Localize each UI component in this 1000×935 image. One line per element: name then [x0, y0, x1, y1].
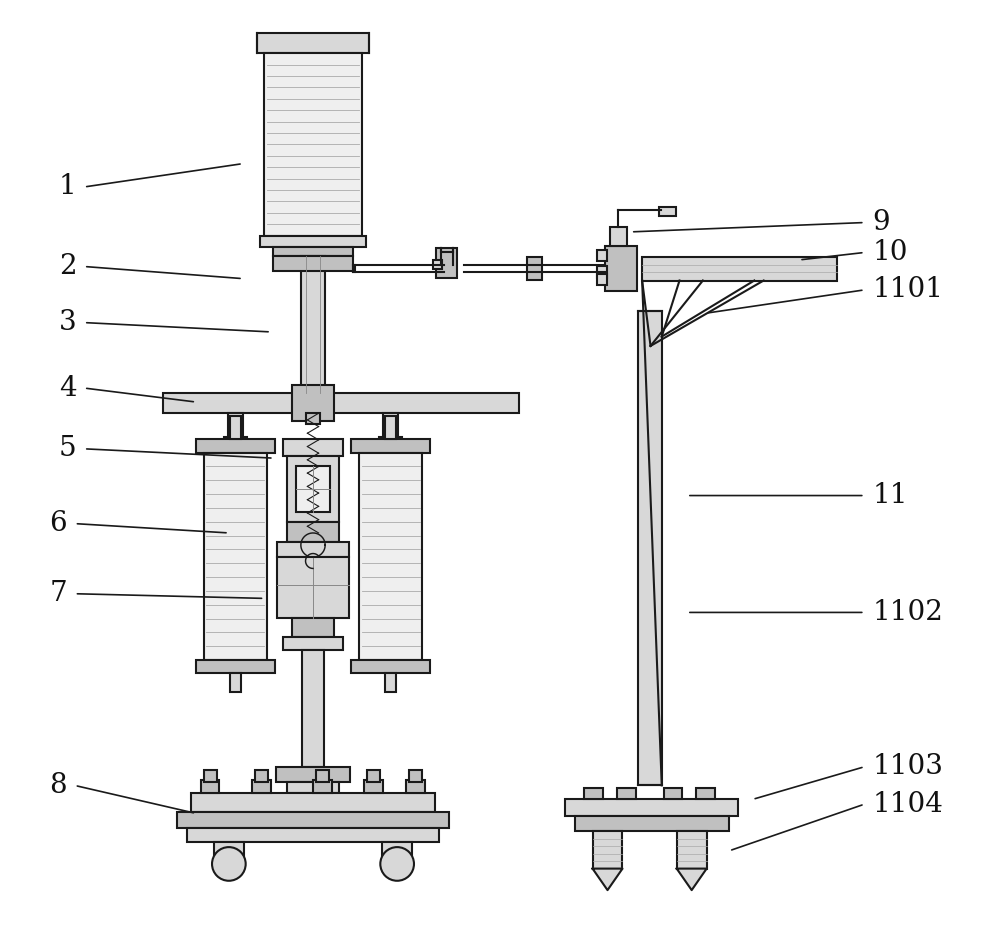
- Bar: [292, 385, 334, 421]
- Bar: [367, 770, 380, 782]
- Text: 1: 1: [59, 174, 76, 200]
- Bar: [353, 265, 355, 272]
- Bar: [287, 522, 339, 542]
- Bar: [306, 413, 320, 424]
- Bar: [277, 542, 349, 557]
- Bar: [224, 437, 247, 446]
- Bar: [187, 828, 439, 842]
- Bar: [277, 557, 349, 618]
- Text: 1104: 1104: [872, 791, 943, 817]
- Text: 7: 7: [49, 581, 67, 607]
- Bar: [228, 413, 243, 437]
- Bar: [196, 439, 275, 453]
- Text: 8: 8: [49, 772, 67, 798]
- Text: 9: 9: [872, 209, 890, 236]
- Bar: [379, 437, 402, 446]
- Bar: [593, 831, 622, 869]
- Bar: [260, 236, 366, 247]
- Bar: [204, 453, 267, 660]
- Bar: [664, 788, 682, 799]
- Bar: [433, 260, 442, 269]
- Bar: [584, 788, 603, 799]
- Polygon shape: [593, 869, 622, 890]
- Bar: [382, 842, 412, 856]
- Bar: [677, 831, 707, 869]
- Bar: [565, 799, 738, 816]
- Bar: [597, 274, 607, 285]
- Bar: [383, 413, 398, 437]
- Bar: [696, 788, 715, 799]
- Bar: [610, 227, 627, 246]
- Bar: [230, 673, 241, 692]
- Bar: [617, 788, 636, 799]
- Bar: [605, 246, 637, 291]
- Bar: [287, 456, 339, 522]
- Bar: [364, 780, 383, 793]
- Bar: [177, 812, 449, 828]
- Text: 2: 2: [59, 253, 76, 280]
- Polygon shape: [677, 869, 707, 890]
- Bar: [359, 453, 422, 660]
- Bar: [302, 650, 324, 767]
- Bar: [659, 207, 676, 216]
- Bar: [292, 618, 334, 637]
- Text: 10: 10: [872, 239, 908, 266]
- Bar: [252, 780, 271, 793]
- Bar: [527, 257, 542, 280]
- Bar: [283, 637, 343, 650]
- Bar: [296, 466, 330, 512]
- Text: 3: 3: [59, 309, 76, 336]
- Bar: [351, 660, 430, 673]
- Text: 6: 6: [49, 511, 67, 537]
- Bar: [204, 770, 217, 782]
- Bar: [273, 256, 353, 271]
- Bar: [597, 250, 607, 261]
- Bar: [351, 439, 430, 453]
- Bar: [642, 257, 837, 280]
- Bar: [575, 816, 729, 831]
- Bar: [196, 660, 275, 673]
- Bar: [638, 311, 662, 785]
- Bar: [301, 256, 325, 393]
- Bar: [255, 770, 268, 782]
- Bar: [287, 782, 339, 793]
- Text: 1101: 1101: [872, 277, 943, 303]
- Text: 1103: 1103: [872, 754, 943, 780]
- Text: 1102: 1102: [872, 599, 943, 626]
- Bar: [385, 416, 396, 439]
- Bar: [191, 793, 435, 812]
- Text: 4: 4: [59, 375, 76, 401]
- Bar: [230, 416, 241, 439]
- Circle shape: [212, 847, 246, 881]
- Bar: [436, 248, 457, 278]
- Bar: [276, 767, 350, 782]
- Bar: [313, 780, 332, 793]
- Bar: [409, 770, 422, 782]
- Bar: [385, 673, 396, 692]
- Bar: [283, 439, 343, 456]
- Text: 5: 5: [59, 436, 76, 462]
- Bar: [257, 33, 369, 53]
- Bar: [201, 780, 219, 793]
- Bar: [597, 266, 607, 278]
- Bar: [214, 842, 244, 856]
- Bar: [316, 770, 329, 782]
- Bar: [163, 393, 519, 413]
- Bar: [264, 53, 362, 236]
- Bar: [406, 780, 425, 793]
- Bar: [273, 247, 353, 256]
- Text: 11: 11: [872, 482, 908, 509]
- Circle shape: [380, 847, 414, 881]
